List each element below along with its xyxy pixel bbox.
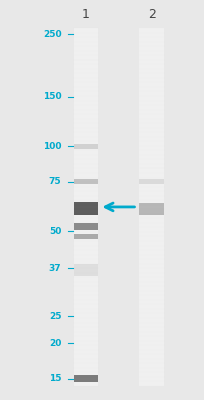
Bar	[139, 179, 163, 184]
Text: 150: 150	[43, 92, 61, 101]
Bar	[73, 28, 98, 386]
Bar	[139, 203, 163, 215]
Text: 15: 15	[49, 374, 61, 383]
Text: 2: 2	[147, 8, 155, 20]
Text: 37: 37	[49, 264, 61, 273]
Bar	[73, 202, 98, 215]
Text: 25: 25	[49, 312, 61, 321]
Bar	[73, 179, 98, 184]
Bar	[73, 144, 98, 149]
Text: 50: 50	[49, 227, 61, 236]
Bar	[73, 234, 98, 239]
Bar	[73, 223, 98, 230]
Bar	[73, 376, 98, 382]
Text: 75: 75	[49, 177, 61, 186]
Text: 20: 20	[49, 339, 61, 348]
Bar	[73, 264, 98, 276]
Text: 250: 250	[43, 30, 61, 39]
Text: 1: 1	[82, 8, 90, 20]
Bar	[139, 28, 163, 386]
Text: 100: 100	[43, 142, 61, 151]
